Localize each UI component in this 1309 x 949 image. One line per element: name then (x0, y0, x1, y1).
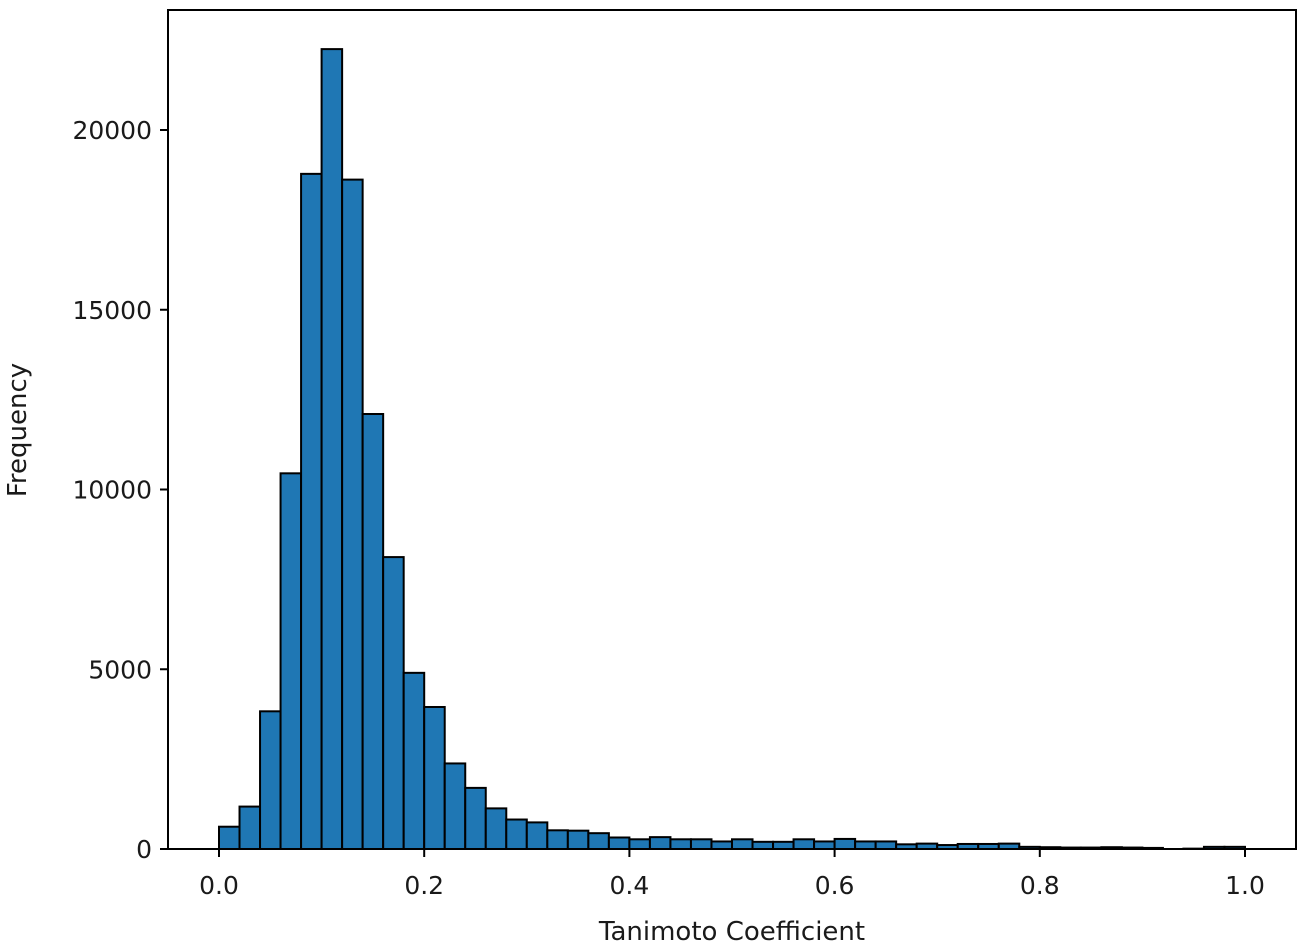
histogram-bar (587, 832, 610, 851)
bars-group (218, 48, 1246, 851)
histogram-bar (525, 821, 549, 850)
histogram-bar (464, 786, 487, 851)
histogram-bar (546, 829, 569, 851)
x-tick-label: 0.4 (610, 871, 650, 900)
x-tick-label: 0.8 (1020, 871, 1060, 900)
histogram-bar (710, 840, 733, 851)
histogram-bar (833, 837, 857, 851)
histogram-bar (341, 178, 364, 850)
histogram-bar (259, 710, 282, 851)
y-tick-label: 20000 (72, 116, 152, 145)
histogram-bar (792, 838, 816, 851)
histogram-bar (566, 829, 590, 851)
histogram-bar (423, 705, 446, 850)
histogram-bar (402, 671, 426, 850)
x-tick-label: 0.2 (404, 871, 444, 900)
histogram-bar (484, 807, 508, 851)
histogram-bar (320, 48, 344, 851)
y-tick-label: 10000 (72, 476, 152, 505)
histogram-bar (218, 825, 241, 850)
histogram-bar (669, 838, 692, 851)
histogram-bar (300, 172, 323, 850)
histogram-bar (854, 840, 877, 851)
histogram-bar (361, 413, 385, 850)
histogram-bar (731, 838, 754, 851)
histogram-bar (505, 818, 528, 850)
histogram-bar (443, 762, 467, 851)
histogram-bar (382, 556, 405, 850)
histogram-bar (874, 840, 898, 851)
histogram-bar (689, 838, 713, 851)
x-axis-ticks: 0.0 0.2 0.4 0.6 0.8 1.0 (199, 849, 1265, 900)
x-tick-label: 1.0 (1225, 871, 1265, 900)
histogram-bar (772, 840, 795, 850)
histogram-bar (751, 840, 775, 850)
histogram-bar (238, 805, 262, 850)
histogram-bar (628, 838, 651, 851)
x-tick-label: 0.6 (815, 871, 855, 900)
x-tick-label: 0.0 (199, 871, 239, 900)
histogram-bar (279, 472, 303, 850)
histogram-bar (813, 840, 836, 851)
y-tick-label: 5000 (88, 655, 152, 684)
y-tick-label: 0 (136, 835, 152, 864)
histogram-bar (648, 836, 672, 850)
y-axis-label: Frequency (3, 363, 33, 497)
histogram-bar (607, 836, 631, 850)
plot-frame (167, 9, 1297, 850)
y-tick-label: 15000 (72, 296, 152, 325)
x-axis-label: Tanimoto Coefficient (598, 917, 865, 947)
y-axis-ticks: 0 5000 10000 15000 20000 (72, 116, 168, 864)
